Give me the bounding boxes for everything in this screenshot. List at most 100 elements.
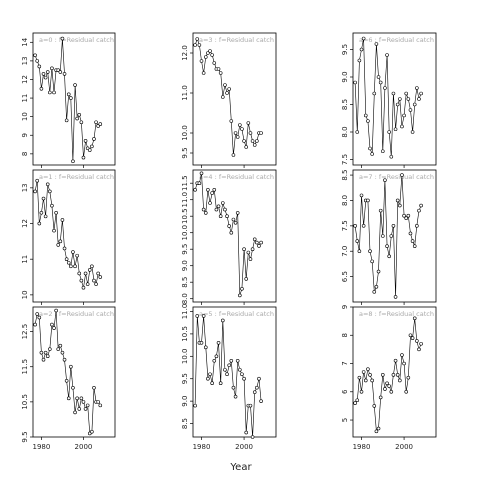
x-tick-label: 2000 xyxy=(395,443,413,451)
data-point xyxy=(37,221,42,226)
data-point xyxy=(233,131,238,135)
data-point xyxy=(378,80,383,85)
data-point xyxy=(410,336,415,340)
data-point xyxy=(33,189,37,194)
data-point xyxy=(387,130,391,134)
panel-title: a=3 : f=Residual catch xyxy=(199,36,274,44)
data-point xyxy=(408,231,413,236)
data-point xyxy=(60,350,65,355)
panel-title: a=2 : f=Residual catch xyxy=(39,310,114,318)
data-point xyxy=(246,250,251,255)
data-point xyxy=(357,58,362,63)
data-point xyxy=(201,314,206,318)
y-tick-label: 10.5 xyxy=(181,326,189,342)
y-tick-label: 8.5 xyxy=(341,99,349,110)
data-point xyxy=(220,318,225,323)
data-point xyxy=(246,121,251,125)
data-point xyxy=(208,49,212,53)
data-point xyxy=(35,59,40,63)
data-point xyxy=(398,97,402,101)
data-point xyxy=(402,213,406,218)
data-point xyxy=(69,96,73,100)
panel-6: a=7 : f=Residual catch 6.5 7.0 7.5 8.0 8.5 xyxy=(341,170,437,305)
data-point xyxy=(404,389,409,394)
data-point xyxy=(69,264,73,269)
panel-frame xyxy=(192,169,277,303)
data-point xyxy=(398,378,402,383)
data-point xyxy=(415,339,419,343)
data-point xyxy=(39,211,44,215)
data-point xyxy=(402,361,406,366)
y-tick-label: 11 xyxy=(21,94,29,103)
data-point xyxy=(374,42,379,46)
data-point xyxy=(208,372,212,377)
data-point xyxy=(216,204,221,209)
data-point xyxy=(398,203,402,208)
data-point xyxy=(395,102,400,107)
y-tick-label: 14 xyxy=(21,37,29,46)
data-point xyxy=(370,259,374,264)
y-tick-label: 8.5 xyxy=(181,277,189,288)
data-point xyxy=(73,264,77,269)
data-point xyxy=(71,159,75,164)
y-tick-label: 11.5 xyxy=(21,359,29,375)
data-point xyxy=(43,75,48,80)
data-point xyxy=(357,375,362,380)
series-line xyxy=(194,315,262,438)
data-point xyxy=(383,178,387,182)
data-point xyxy=(37,64,42,69)
data-point xyxy=(210,191,214,195)
data-point xyxy=(229,230,234,235)
data-point xyxy=(45,70,50,74)
data-point xyxy=(393,358,398,363)
data-point xyxy=(353,80,357,85)
data-point xyxy=(62,72,67,76)
data-point xyxy=(92,137,96,141)
data-point xyxy=(235,135,240,139)
data-point xyxy=(201,71,206,75)
data-point xyxy=(33,53,37,58)
data-point xyxy=(69,364,73,369)
data-point xyxy=(404,91,409,96)
data-point xyxy=(412,102,417,107)
data-point xyxy=(372,91,377,96)
y-tick-label: 6.5 xyxy=(341,271,349,282)
panel-3: a=6 : f=Residual catch 7.5 8.0 8.5 9.0 9.5 xyxy=(341,32,437,168)
data-point xyxy=(206,376,210,381)
data-point xyxy=(41,72,46,76)
data-point xyxy=(60,218,65,222)
panel-title: a=4 : f=Residual catch xyxy=(199,173,274,181)
data-point xyxy=(368,249,372,254)
data-point xyxy=(395,373,400,377)
data-point xyxy=(259,399,263,403)
data-point xyxy=(355,398,360,403)
data-point xyxy=(77,271,82,276)
data-point xyxy=(96,271,100,276)
data-point xyxy=(417,208,421,213)
data-point xyxy=(372,404,377,408)
data-point xyxy=(357,249,362,254)
data-point xyxy=(220,201,225,205)
data-point xyxy=(220,95,225,99)
data-point xyxy=(385,381,389,386)
data-point xyxy=(210,53,214,57)
x-axis-label: Year xyxy=(229,462,252,473)
data-point xyxy=(54,211,58,215)
panel-title: a=6 : f=Residual catch xyxy=(359,36,434,44)
y-tick-label: 11.0 xyxy=(181,85,189,101)
data-point xyxy=(376,269,381,274)
data-point xyxy=(62,357,67,362)
panel-frame xyxy=(192,306,277,438)
y-tick-label: 13 xyxy=(21,56,29,65)
panel-frame xyxy=(352,32,437,166)
y-tick-label: 11.5 xyxy=(181,175,189,191)
panel-5: a=4 : f=Residual catch 8.0 8.5 9.0 9.5 10.010… xyxy=(181,169,277,305)
data-point xyxy=(393,127,398,132)
data-point xyxy=(359,47,364,52)
data-point xyxy=(244,277,249,281)
data-point xyxy=(380,149,385,154)
y-tick-label: 7.5 xyxy=(341,220,349,231)
data-point xyxy=(214,354,219,359)
panel-frame xyxy=(192,32,277,166)
data-point xyxy=(389,389,394,394)
